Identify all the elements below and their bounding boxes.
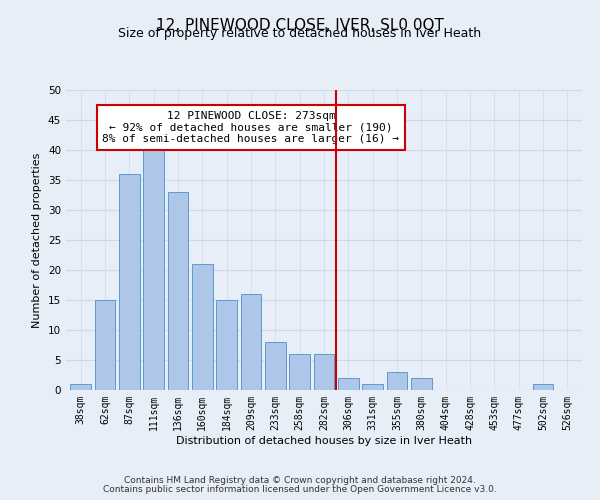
Bar [192,264,212,390]
Bar [533,384,553,390]
Bar [216,300,237,390]
Bar [338,378,359,390]
Bar [70,384,91,390]
Bar [119,174,140,390]
X-axis label: Distribution of detached houses by size in Iver Heath: Distribution of detached houses by size … [176,436,472,446]
Bar [289,354,310,390]
Bar [362,384,383,390]
Bar [386,372,407,390]
Bar [241,294,262,390]
Text: 12 PINEWOOD CLOSE: 273sqm
← 92% of detached houses are smaller (190)
8% of semi-: 12 PINEWOOD CLOSE: 273sqm ← 92% of detac… [103,111,400,144]
Bar [143,144,164,390]
Y-axis label: Number of detached properties: Number of detached properties [32,152,43,328]
Bar [167,192,188,390]
Text: Contains public sector information licensed under the Open Government Licence v3: Contains public sector information licen… [103,485,497,494]
Text: Size of property relative to detached houses in Iver Heath: Size of property relative to detached ho… [118,28,482,40]
Text: Contains HM Land Registry data © Crown copyright and database right 2024.: Contains HM Land Registry data © Crown c… [124,476,476,485]
Bar [265,342,286,390]
Text: 12, PINEWOOD CLOSE, IVER, SL0 0QT: 12, PINEWOOD CLOSE, IVER, SL0 0QT [156,18,444,32]
Bar [95,300,115,390]
Bar [314,354,334,390]
Bar [411,378,432,390]
